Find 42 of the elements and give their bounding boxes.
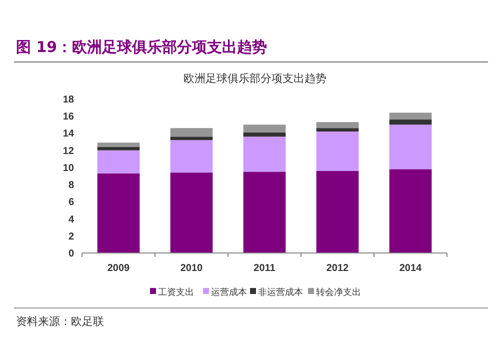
y-tick-label: 4 [68, 214, 74, 226]
bar [389, 112, 432, 120]
bar [170, 128, 213, 137]
y-tick-label: 18 [62, 94, 74, 106]
x-tick-label: 2012 [326, 263, 350, 274]
chart-subtitle: 欧洲足球俱乐部分项支出趋势 [184, 72, 326, 85]
x-tick-label: 2010 [180, 263, 204, 274]
bar [170, 140, 213, 173]
legend-label: 转会净支出 [316, 287, 361, 298]
y-tick-label: 14 [62, 128, 74, 140]
bar [97, 173, 140, 253]
bar [243, 124, 286, 132]
x-tick-label: 2011 [254, 263, 276, 274]
bar [97, 146, 140, 150]
bar [389, 124, 432, 170]
y-tick-label: 12 [62, 146, 74, 157]
bar [389, 169, 432, 253]
bar [316, 132, 359, 171]
y-tick-label: 6 [68, 197, 74, 208]
bar [389, 120, 432, 125]
bar [316, 122, 359, 128]
bar [243, 172, 286, 253]
bar [170, 136, 213, 140]
chart-title: 图 19：欧洲足球俱乐部分项支出趋势 [16, 38, 268, 56]
y-tick-label: 16 [62, 112, 74, 123]
bar [316, 170, 359, 253]
bar [97, 150, 140, 174]
bar [243, 132, 286, 137]
x-tick-label: 2009 [107, 263, 130, 274]
legend-label: 运营成本 [211, 287, 247, 298]
y-tick-label: 8 [68, 180, 74, 192]
legend-label: 工资支出 [158, 287, 194, 298]
x-tick-label: 2014 [399, 263, 422, 274]
bar [316, 128, 359, 132]
bar [243, 136, 286, 172]
bar [97, 142, 140, 147]
legend-label: 非运营成本 [258, 287, 303, 298]
y-tick-label: 0 [68, 248, 74, 260]
y-tick-label: 10 [62, 162, 74, 174]
text: 资料来源：欧足联 [16, 315, 104, 328]
y-tick-label: 2 [68, 231, 74, 242]
bar [170, 172, 213, 253]
